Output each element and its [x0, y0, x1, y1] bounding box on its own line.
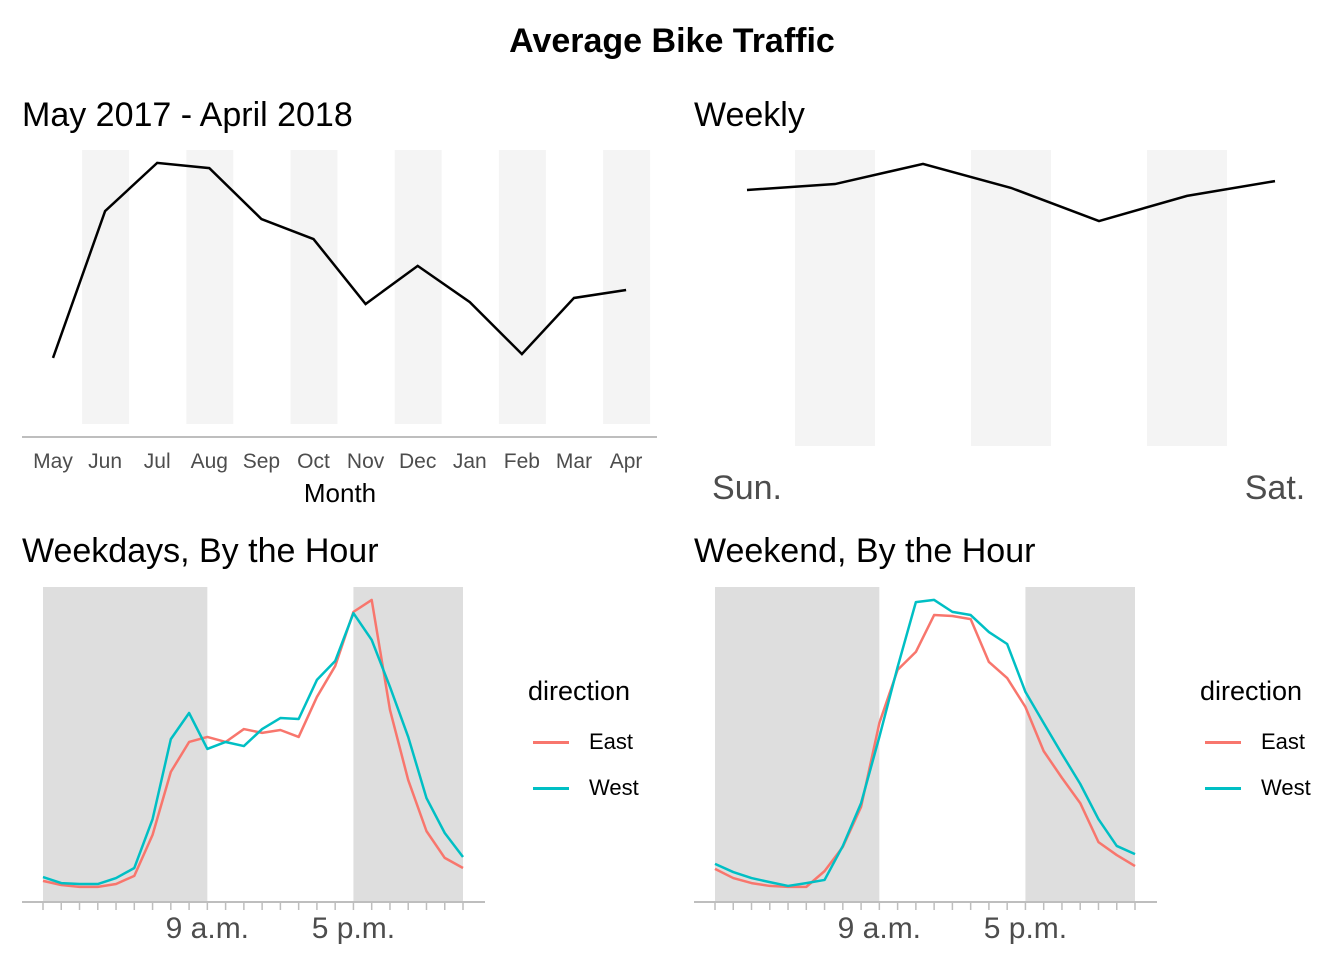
legend-label-west: West	[589, 775, 639, 800]
figure-title: Average Bike Traffic	[509, 22, 835, 60]
monthly-traffic-line	[51, 161, 627, 359]
shade-band-aug	[186, 150, 234, 424]
x-tick-label-mar: Mar	[556, 450, 592, 473]
x-tick-label-sep: Sep	[243, 450, 280, 473]
series-line-west	[42, 611, 464, 886]
legend-weekend: direction East West	[1200, 676, 1311, 800]
panel-title-weekend-hourly: Weekend, By the Hour	[694, 532, 1036, 570]
shade-band-evening	[353, 587, 463, 902]
x-tick-label-sat: Sat.	[1245, 469, 1305, 507]
x-tick-label-oct: Oct	[297, 450, 330, 473]
x-tick-label-feb: Feb	[504, 450, 540, 473]
x-axis-title-monthly: Month	[304, 478, 376, 508]
x-tick-label-nov: Nov	[347, 450, 385, 473]
x-tick-label-9: 9 a.m.	[166, 912, 249, 945]
x-tick-label-jun: Jun	[88, 450, 122, 473]
x-tick-label-may: May	[33, 450, 73, 473]
shade-band-jun	[82, 150, 130, 424]
x-tick-label-17: 5 p.m.	[312, 912, 395, 945]
shade-band-wed	[971, 150, 1051, 446]
legend-label-west: West	[1261, 775, 1311, 800]
shade-band-fri	[1147, 150, 1227, 446]
panel-title-weekdays-hourly: Weekdays, By the Hour	[22, 532, 379, 570]
x-tick-label-jan: Jan	[453, 450, 487, 473]
legend-label-east: East	[1261, 729, 1306, 754]
x-tick-label-sun: Sun.	[712, 469, 782, 507]
shade-band-feb	[498, 150, 546, 424]
legend-label-east: East	[589, 729, 634, 754]
x-tick-label-jul: Jul	[144, 450, 171, 473]
legend-title: direction	[1200, 676, 1303, 706]
shade-band-apr	[603, 150, 651, 424]
legend-weekdays: direction East West	[528, 676, 639, 800]
legend-swatch-east	[1205, 741, 1241, 744]
shade-band-night-morning	[43, 587, 208, 902]
series-line-east	[714, 613, 1136, 889]
x-tick-label-9: 9 a.m.	[838, 912, 921, 945]
panel-title-monthly: May 2017 - April 2018	[22, 96, 353, 134]
x-tick-label-aug: Aug	[191, 450, 228, 473]
series-line-west	[714, 598, 1136, 888]
x-tick-label-apr: Apr	[610, 450, 643, 473]
series-line-east	[42, 598, 464, 889]
legend-swatch-west	[1205, 787, 1241, 790]
shade-band-night-morning	[715, 587, 880, 902]
shade-band-oct	[290, 150, 338, 424]
shade-band-dec	[394, 150, 442, 424]
legend-swatch-west	[533, 787, 569, 790]
legend-title: direction	[528, 676, 631, 706]
x-tick-label-dec: Dec	[399, 450, 436, 473]
shade-band-mon	[795, 150, 875, 446]
x-tick-label-17: 5 p.m.	[984, 912, 1067, 945]
shade-band-evening	[1025, 587, 1135, 902]
panel-title-weekly: Weekly	[694, 96, 805, 134]
legend-swatch-east	[533, 741, 569, 744]
